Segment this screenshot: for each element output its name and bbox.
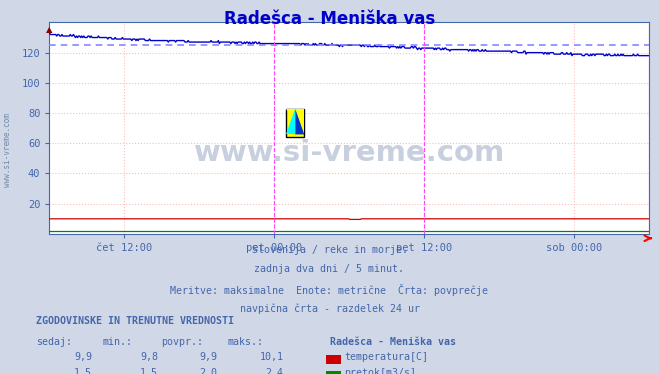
Text: maks.:: maks.: xyxy=(227,337,264,347)
Text: navpična črta - razdelek 24 ur: navpična črta - razdelek 24 ur xyxy=(239,303,420,314)
Polygon shape xyxy=(286,109,304,134)
Text: 9,8: 9,8 xyxy=(140,352,158,362)
Text: 10,1: 10,1 xyxy=(260,352,283,362)
Text: 1,5: 1,5 xyxy=(140,368,158,374)
Text: povpr.:: povpr.: xyxy=(161,337,204,347)
Text: Slovenija / reke in morje.: Slovenija / reke in morje. xyxy=(252,245,407,255)
Text: www.si-vreme.com: www.si-vreme.com xyxy=(194,140,505,168)
Text: 1,5: 1,5 xyxy=(74,368,92,374)
Text: ▲: ▲ xyxy=(46,25,53,34)
Text: min.:: min.: xyxy=(102,337,132,347)
Polygon shape xyxy=(286,109,295,134)
Text: temperatura[C]: temperatura[C] xyxy=(344,352,428,362)
FancyBboxPatch shape xyxy=(286,109,304,137)
Text: 9,9: 9,9 xyxy=(74,352,92,362)
Text: 2,4: 2,4 xyxy=(266,368,283,374)
Text: 9,9: 9,9 xyxy=(200,352,217,362)
Text: zadnja dva dni / 5 minut.: zadnja dva dni / 5 minut. xyxy=(254,264,405,275)
Text: pretok[m3/s]: pretok[m3/s] xyxy=(344,368,416,374)
Text: Radešca - Meniška vas: Radešca - Meniška vas xyxy=(330,337,455,347)
Text: www.si-vreme.com: www.si-vreme.com xyxy=(3,113,13,187)
Text: 2,0: 2,0 xyxy=(200,368,217,374)
Text: Meritve: maksimalne  Enote: metrične  Črta: povprečje: Meritve: maksimalne Enote: metrične Črta… xyxy=(171,284,488,296)
Text: Radešca - Meniška vas: Radešca - Meniška vas xyxy=(224,10,435,28)
Text: sedaj:: sedaj: xyxy=(36,337,72,347)
Text: ZGODOVINSKE IN TRENUTNE VREDNOSTI: ZGODOVINSKE IN TRENUTNE VREDNOSTI xyxy=(36,316,234,326)
Polygon shape xyxy=(295,109,304,134)
